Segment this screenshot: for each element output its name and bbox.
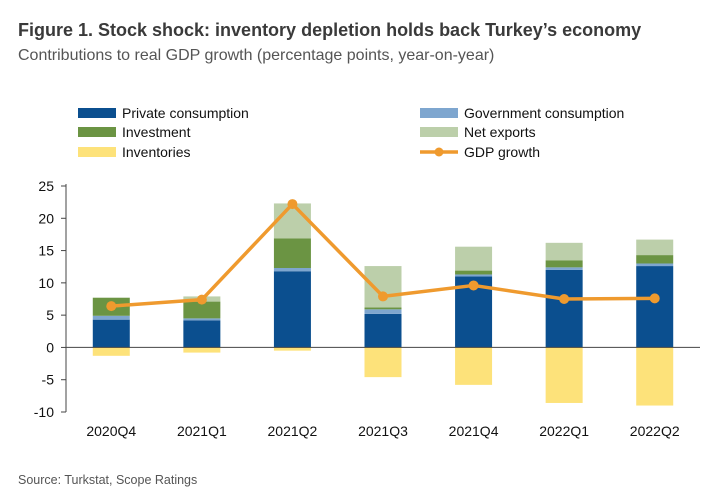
bar-private-consumption <box>545 269 583 348</box>
bar-private-consumption <box>364 313 402 348</box>
legend-label: Government consumption <box>464 105 624 121</box>
bar-investment <box>183 301 221 319</box>
chart-subtitle: Contributions to real GDP growth (percen… <box>18 47 495 64</box>
y-tick-label: 20 <box>38 210 54 226</box>
gdp-growth-point <box>559 294 570 304</box>
legend-item-inventories: Inventories <box>78 144 190 160</box>
bar-government-consumption <box>545 267 583 270</box>
gdp-growth-point <box>468 280 479 291</box>
bar-investment <box>455 270 493 275</box>
gdp-growth-line <box>106 199 660 312</box>
legend-label: Private consumption <box>122 105 249 121</box>
bar-inventories <box>364 347 402 378</box>
x-tick-label: 2021Q4 <box>449 423 499 439</box>
bar-investment <box>636 255 674 264</box>
bar-net-exports <box>545 242 583 261</box>
legend-item-gdp-growth: GDP growth <box>420 144 540 160</box>
legend: Private consumption Government consumptio… <box>78 105 624 160</box>
chart-title: Figure 1. Stock shock: inventory depleti… <box>18 20 642 40</box>
bar-government-consumption <box>92 315 130 320</box>
legend-label: Inventories <box>122 144 190 160</box>
bar-government-consumption <box>455 274 493 277</box>
bar-government-consumption <box>273 268 311 272</box>
y-axis: -10 -5 0 5 10 15 20 25 <box>34 178 67 420</box>
bar-inventories <box>545 347 583 403</box>
x-tick-label: 2021Q2 <box>268 423 318 439</box>
bar-government-consumption <box>183 318 221 321</box>
bar-net-exports <box>273 203 311 239</box>
bar-inventories <box>455 347 493 385</box>
bar-stack-2021q2 <box>273 203 311 351</box>
bar-private-consumption <box>273 271 311 348</box>
bar-inventories <box>636 347 674 406</box>
bar-stack-2021q1 <box>183 296 221 353</box>
y-tick-label: 25 <box>38 178 54 194</box>
y-tick-label: 5 <box>46 307 54 323</box>
legend-item-government-consumption: Government consumption <box>420 105 624 121</box>
stacked-bar-chart: Private consumption Government consumptio… <box>34 105 700 439</box>
bar-inventories <box>92 347 130 356</box>
bar-government-consumption <box>636 263 674 267</box>
bar-stack-2021q4 <box>455 246 493 385</box>
source-note: Source: Turkstat, Scope Ratings <box>18 473 198 487</box>
gdp-growth-point <box>196 294 207 305</box>
y-tick-label: -10 <box>34 404 54 420</box>
legend-marker <box>434 147 444 157</box>
bar-inventories <box>183 347 221 353</box>
x-tick-label: 2021Q3 <box>358 423 408 439</box>
bar-investment <box>273 238 311 269</box>
y-tick-label: -5 <box>42 372 55 388</box>
legend-swatch <box>420 108 458 118</box>
bars <box>92 203 674 406</box>
legend-item-net-exports: Net exports <box>420 124 536 140</box>
bar-investment <box>364 307 402 310</box>
legend-swatch <box>78 147 116 157</box>
bar-private-consumption <box>183 320 221 348</box>
gdp-growth-point <box>378 291 388 302</box>
bar-private-consumption <box>92 319 130 348</box>
bar-net-exports <box>455 246 493 271</box>
x-tick-label: 2020Q4 <box>86 423 136 439</box>
gdp-growth-point <box>649 293 660 304</box>
x-tick-label: 2021Q1 <box>177 423 227 439</box>
legend-label: GDP growth <box>464 144 540 160</box>
legend-label: Investment <box>122 124 191 140</box>
gdp-growth-point <box>287 199 298 210</box>
bar-stack-2022q2 <box>636 239 674 406</box>
y-tick-label: 0 <box>46 339 54 355</box>
bar-stack-2022q1 <box>545 242 583 403</box>
bar-private-consumption <box>636 266 674 348</box>
legend-swatch <box>420 127 458 137</box>
x-axis: 2020Q4 2021Q1 2021Q2 2021Q3 2021Q4 2022Q1 2022… <box>66 346 700 439</box>
legend-item-private-consumption: Private consumption <box>78 105 249 121</box>
bar-government-consumption <box>364 309 402 314</box>
legend-label: Net exports <box>464 124 536 140</box>
bar-investment <box>545 260 583 268</box>
bar-inventories <box>273 347 311 351</box>
legend-item-investment: Investment <box>78 124 191 140</box>
gdp-growth-point <box>106 301 117 312</box>
legend-swatch <box>78 108 116 118</box>
y-tick-label: 10 <box>38 275 54 291</box>
x-tick-label: 2022Q1 <box>539 423 589 439</box>
legend-swatch <box>78 127 116 137</box>
x-tick-label: 2022Q2 <box>630 423 680 439</box>
y-tick-label: 15 <box>38 243 54 259</box>
bar-net-exports <box>636 239 674 256</box>
